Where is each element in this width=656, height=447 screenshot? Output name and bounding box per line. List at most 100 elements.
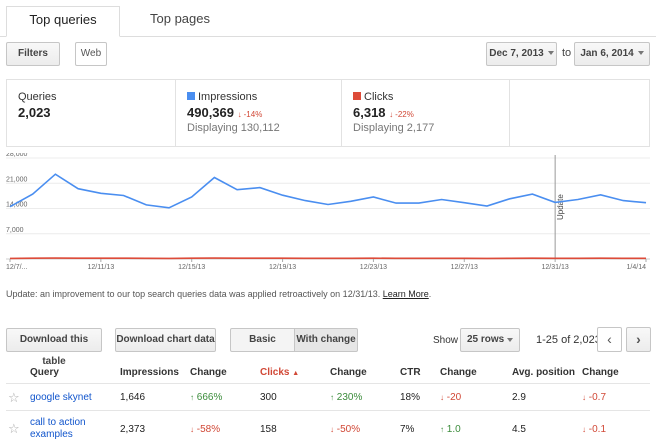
col-position-change[interactable]: Change bbox=[582, 367, 619, 378]
y-tick-label: 7,000 bbox=[6, 227, 24, 234]
date-to-select[interactable]: Jan 6, 2014 bbox=[574, 42, 650, 66]
x-tick-label: 12/15/13 bbox=[178, 264, 205, 271]
x-tick-label: 12/11/13 bbox=[87, 264, 114, 271]
position-change-cell: ↓ -0.1 bbox=[582, 424, 606, 435]
ctr-change-value: 1.0 bbox=[446, 424, 461, 435]
clicks-change-cell: ↓ -50% bbox=[330, 424, 360, 435]
x-tick-label: 12/19/13 bbox=[269, 264, 296, 271]
avg-position-cell: 4.5 bbox=[512, 424, 526, 435]
clicks-change-value: -50% bbox=[336, 424, 361, 435]
metric-impressions-label: Impressions bbox=[198, 91, 258, 103]
impressions-swatch bbox=[187, 92, 195, 100]
x-tick-label: 12/31/13 bbox=[542, 264, 569, 271]
col-clicks-label: Clicks bbox=[260, 367, 290, 378]
col-clicks[interactable]: Clicks ▲ bbox=[260, 367, 299, 378]
clicks-cell: 300 bbox=[260, 392, 277, 403]
x-tick-label: 12/27/13 bbox=[451, 264, 478, 271]
col-impressions-change[interactable]: Change bbox=[190, 367, 227, 378]
x-tick-label: 1/4/14 bbox=[627, 264, 647, 271]
rows-per-page-select[interactable]: 25 rows bbox=[460, 328, 520, 352]
arrow-up-icon: ↑ bbox=[190, 393, 194, 402]
col-impressions[interactable]: Impressions bbox=[120, 367, 179, 378]
metric-impressions-value: 490,369 bbox=[187, 105, 234, 120]
update-note: Update: an improvement to our top search… bbox=[6, 289, 431, 299]
query-link[interactable]: call to action examples bbox=[30, 417, 86, 441]
metric-impressions-change: -14% bbox=[243, 110, 263, 119]
impressions-change-cell: ↑ 666% bbox=[190, 392, 222, 403]
tab-top-queries[interactable]: Top queries bbox=[6, 6, 120, 37]
star-icon[interactable]: ☆ bbox=[8, 421, 20, 436]
chevron-down-icon bbox=[507, 338, 513, 342]
filters-button[interactable]: Filters bbox=[6, 42, 60, 66]
arrow-up-icon: ↑ bbox=[330, 393, 334, 402]
col-clicks-change[interactable]: Change bbox=[330, 367, 367, 378]
query-link[interactable]: google skynet bbox=[30, 392, 92, 403]
col-ctr-change[interactable]: Change bbox=[440, 367, 477, 378]
previous-page-button[interactable]: ‹ bbox=[597, 327, 622, 352]
metric-queries-value: 2,023 bbox=[18, 105, 51, 120]
arrow-up-icon: ↑ bbox=[440, 425, 444, 434]
clicks-swatch bbox=[353, 92, 361, 100]
metric-impressions[interactable]: Impressions 490,369 ↓ -14% Displaying 130… bbox=[176, 80, 342, 146]
arrow-down-icon: ↓ bbox=[237, 110, 242, 119]
arrow-down-icon: ↓ bbox=[190, 425, 194, 434]
query-line-2: examples bbox=[30, 429, 73, 440]
update-marker-label: Update bbox=[556, 194, 565, 220]
chevron-left-icon: ‹ bbox=[607, 331, 612, 347]
impressions-cell: 2,373 bbox=[120, 424, 146, 435]
date-from-select[interactable]: Dec 7, 2013 bbox=[486, 42, 557, 66]
update-note-end: . bbox=[428, 289, 432, 299]
next-page-button[interactable]: › bbox=[626, 327, 651, 352]
metric-clicks[interactable]: Clicks 6,318 ↓ -22% Displaying 2,177 bbox=[342, 80, 510, 146]
date-range-separator: to bbox=[562, 47, 572, 59]
avg-position-cell: 2.9 bbox=[512, 392, 526, 403]
ctr-change-cell: ↓ -20 bbox=[440, 392, 461, 403]
y-tick-label: 14,000 bbox=[6, 202, 28, 209]
metric-clicks-sub: Displaying 2,177 bbox=[353, 122, 435, 134]
tab-top-pages[interactable]: Top pages bbox=[150, 11, 210, 26]
col-ctr[interactable]: CTR bbox=[400, 367, 421, 378]
chevron-right-icon: › bbox=[636, 331, 641, 347]
metric-clicks-value: 6,318 bbox=[353, 105, 386, 120]
x-tick-label: 12/23/13 bbox=[360, 264, 387, 271]
impressions-cell: 1,646 bbox=[120, 392, 146, 403]
arrow-down-icon: ↓ bbox=[582, 425, 586, 434]
ctr-change-value: -20 bbox=[446, 392, 462, 403]
arrow-down-icon: ↓ bbox=[330, 425, 334, 434]
metric-queries[interactable]: Queries 2,023 bbox=[7, 80, 176, 146]
y-tick-label: 28,000 bbox=[6, 153, 28, 158]
header-divider bbox=[6, 383, 650, 384]
download-chart-button[interactable]: Download chart data bbox=[115, 328, 216, 352]
metric-clicks-change: -22% bbox=[395, 110, 414, 119]
with-change-view-button[interactable]: With change bbox=[294, 328, 358, 352]
clicks-change-value: 230% bbox=[336, 392, 363, 403]
ctr-cell: 18% bbox=[400, 392, 421, 403]
rows-per-page-label: 25 rows bbox=[467, 334, 505, 345]
ctr-change-cell: ↑ 1.0 bbox=[440, 424, 461, 435]
ctr-cell: 7% bbox=[400, 424, 415, 435]
basic-view-button[interactable]: Basic bbox=[230, 328, 295, 352]
impressions-change-value: -58% bbox=[196, 424, 221, 435]
x-tick-label: 12/7/... bbox=[6, 264, 27, 271]
arrow-down-icon: ↓ bbox=[440, 393, 444, 402]
impressions-change-cell: ↓ -58% bbox=[190, 424, 220, 435]
arrow-down-icon: ↓ bbox=[582, 393, 586, 402]
position-change-cell: ↓ -0.7 bbox=[582, 392, 606, 403]
star-icon[interactable]: ☆ bbox=[8, 390, 20, 405]
series-line-impressions bbox=[9, 173, 647, 209]
show-label: Show bbox=[433, 335, 459, 346]
col-query[interactable]: Query bbox=[30, 367, 59, 378]
col-avg-position[interactable]: Avg. position bbox=[512, 367, 575, 378]
metrics-panel: Queries 2,023 Impressions 490,369 ↓ -14% … bbox=[6, 79, 650, 147]
clicks-cell: 158 bbox=[260, 424, 277, 435]
position-change-value: -0.7 bbox=[588, 392, 607, 403]
date-from-label: Dec 7, 2013 bbox=[489, 48, 544, 59]
metric-clicks-label: Clicks bbox=[364, 91, 394, 103]
chevron-down-icon bbox=[637, 51, 644, 56]
download-table-button[interactable]: Download this table bbox=[6, 328, 102, 367]
web-filter-chip[interactable]: Web bbox=[75, 42, 107, 66]
arrow-down-icon: ↓ bbox=[389, 110, 394, 119]
position-change-value: -0.1 bbox=[588, 424, 607, 435]
performance-chart: 28,000 21,000 14,000 7,000 12/7/... 12/11/13 1… bbox=[6, 153, 650, 271]
learn-more-link[interactable]: Learn More bbox=[382, 289, 429, 299]
